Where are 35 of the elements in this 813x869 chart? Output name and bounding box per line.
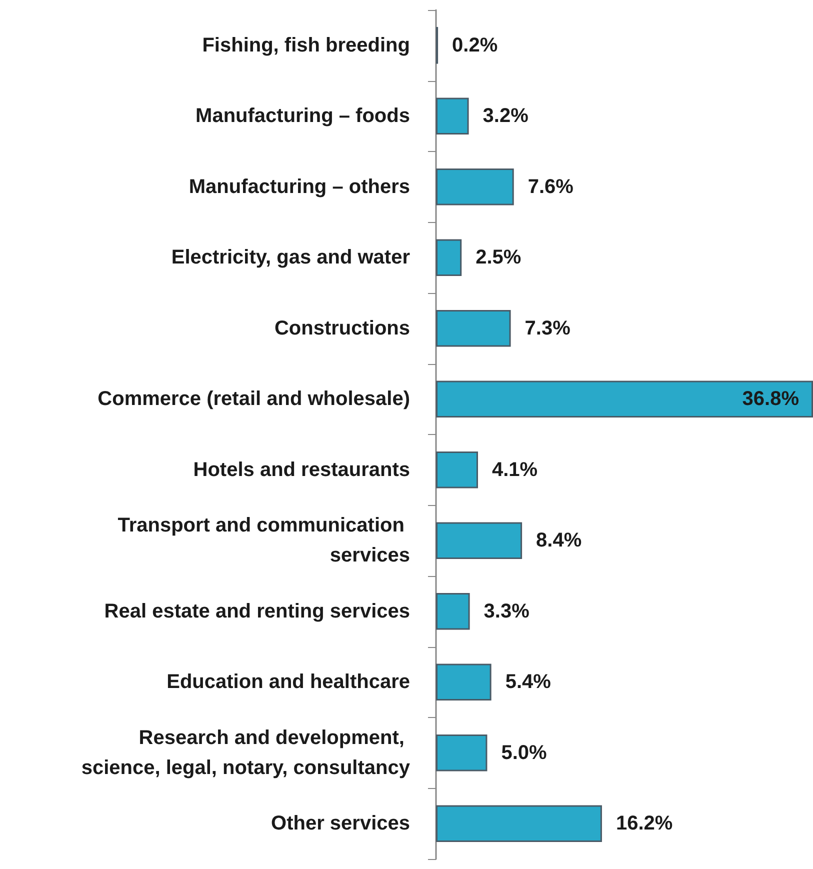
data-label: 5.4% — [505, 671, 552, 694]
data-label: 8.4% — [536, 530, 582, 552]
data-label: 16.2% — [616, 812, 673, 835]
data-label: 7.6% — [528, 176, 574, 198]
bar — [436, 522, 522, 560]
y-tick-label: Transport and communication services — [118, 514, 410, 567]
data-label: 0.2% — [452, 34, 498, 56]
data-label: 3.2% — [482, 105, 529, 128]
bar — [436, 98, 469, 135]
data-label: 5.0% — [501, 742, 548, 764]
data-label: 36.8% — [742, 388, 800, 410]
bar — [436, 310, 511, 347]
data-label: 2.5% — [476, 246, 522, 269]
y-tick-label: Constructions — [274, 317, 410, 340]
y-tick-label: Commerce (retail and wholesale) — [98, 388, 410, 410]
bar — [436, 805, 602, 842]
y-tick-label: Education and healthcare — [166, 671, 410, 694]
y-tick-label: Real estate and renting services — [104, 600, 410, 622]
bar — [436, 592, 470, 630]
y-tick-label: Other services — [271, 812, 410, 835]
data-label: 3.3% — [484, 600, 530, 622]
y-tick-label: Manufacturing – foods — [196, 105, 410, 128]
y-tick-label: Electricity, gas and water — [171, 246, 410, 269]
data-label: 7.3% — [524, 317, 571, 340]
y-tick-label: Manufacturing – others — [188, 176, 410, 198]
bar — [436, 168, 514, 206]
y-tick-label: Research and development, science, legal, notary, consultancy — [81, 726, 411, 779]
data-label: 4.1% — [492, 458, 538, 481]
bar — [436, 734, 488, 772]
bar — [436, 380, 813, 418]
bar — [436, 451, 478, 488]
y-tick-label: Hotels and restaurants — [193, 458, 410, 481]
bar — [436, 239, 462, 276]
bar — [436, 664, 492, 701]
y-tick-label: Fishing, fish breeding — [202, 34, 410, 56]
